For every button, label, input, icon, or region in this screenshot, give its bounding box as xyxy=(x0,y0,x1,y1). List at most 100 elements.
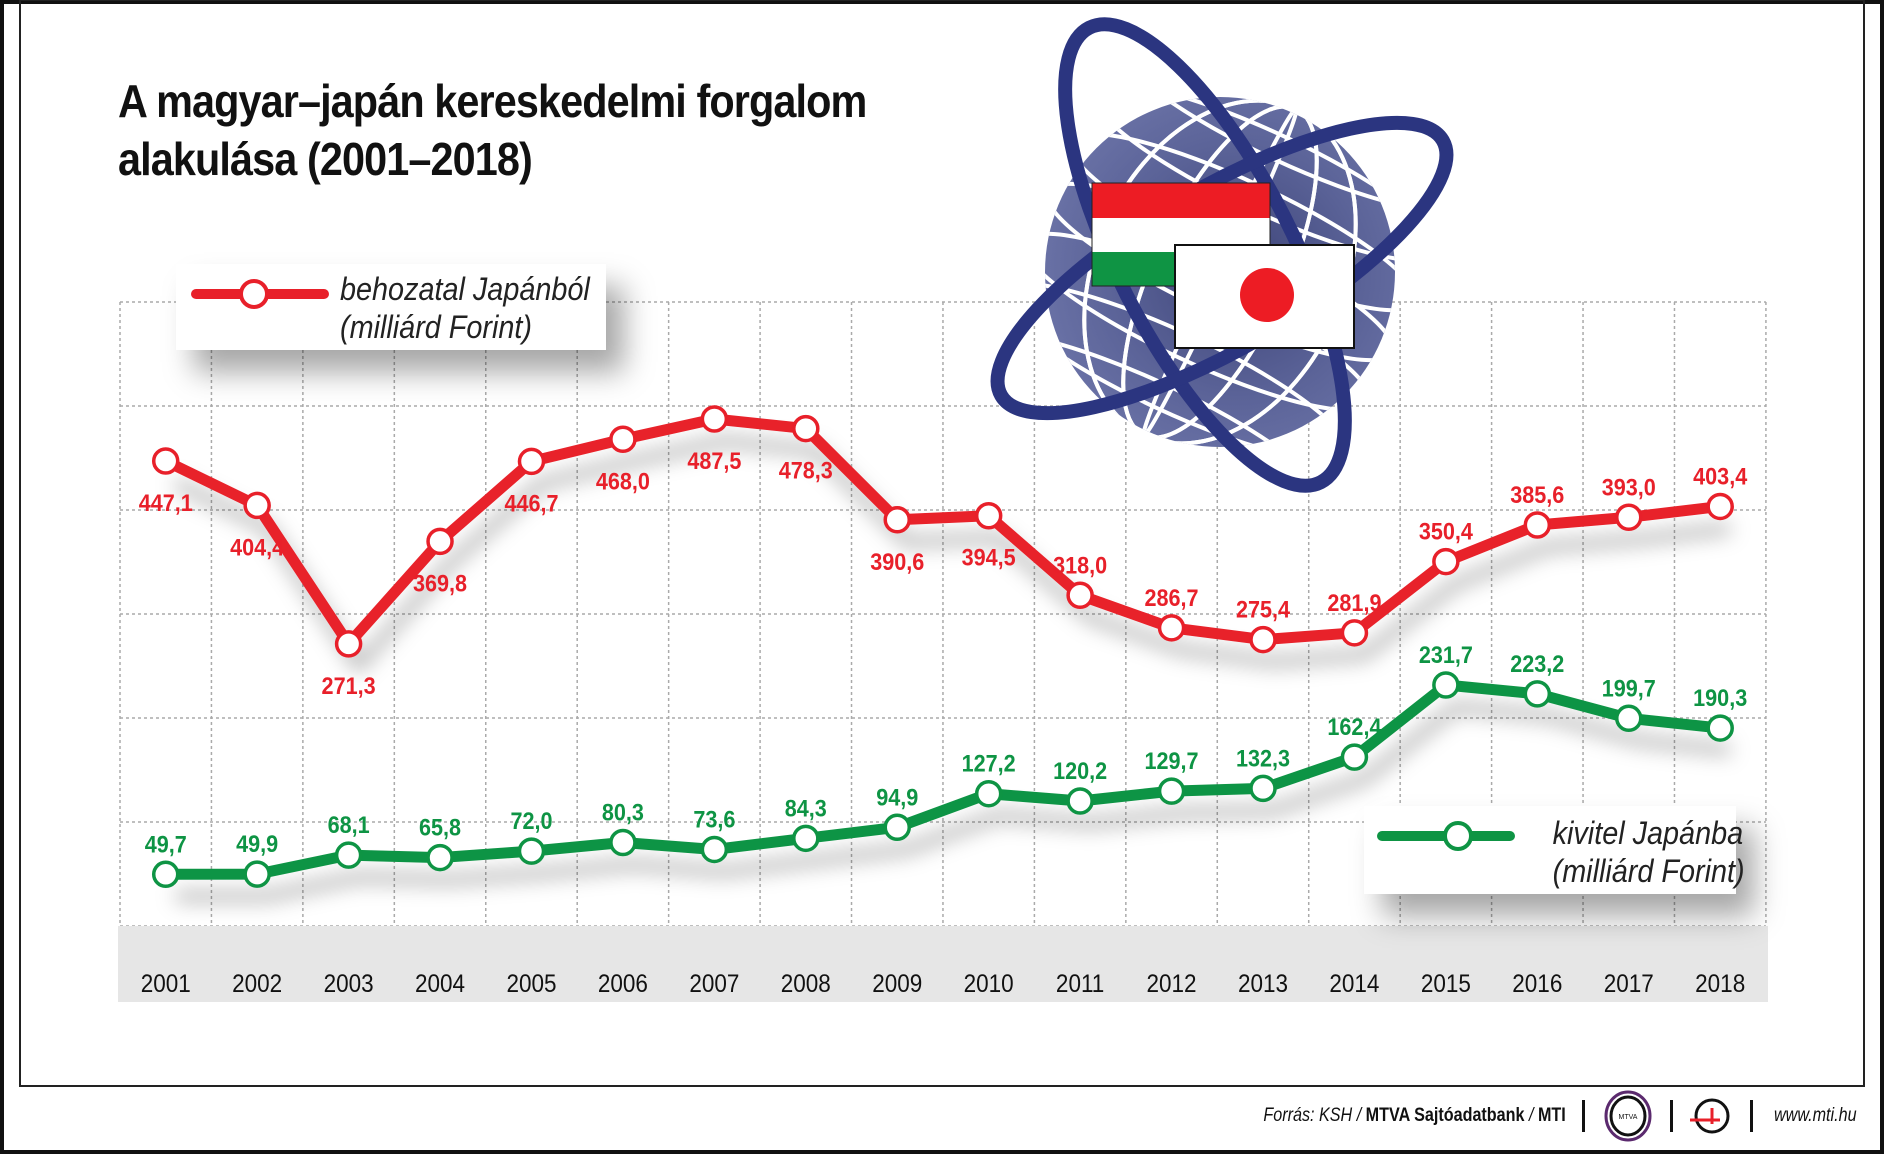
data-point xyxy=(792,824,820,853)
data-label: 281,9 xyxy=(1327,589,1381,616)
series-line xyxy=(165,679,1721,880)
data-point xyxy=(151,860,180,889)
data-label: 275,4 xyxy=(1236,596,1290,623)
data-label: 390,6 xyxy=(870,548,924,575)
data-point xyxy=(334,841,363,869)
source-bold: MTVA Sajtóadatbank xyxy=(1365,1105,1525,1126)
data-point xyxy=(974,779,1003,808)
data-point xyxy=(517,447,546,476)
year-band xyxy=(118,926,1768,1002)
data-point xyxy=(1157,777,1186,805)
data-label: 73,6 xyxy=(693,805,735,832)
legend-import-label: behozatal Japánból (milliárd Forint) xyxy=(340,270,590,346)
data-point xyxy=(1432,547,1460,576)
data-label: 199,7 xyxy=(1602,674,1656,701)
inner-frame xyxy=(19,0,1865,1087)
data-point xyxy=(334,630,363,658)
orbit-ring xyxy=(1058,17,1352,493)
data-label: 72,0 xyxy=(510,807,552,834)
x-tick-label: 2002 xyxy=(232,970,282,998)
data-point xyxy=(883,506,911,534)
data-label: 120,2 xyxy=(1053,757,1107,784)
legend-import-marker-icon xyxy=(191,279,329,309)
data-label: 68,1 xyxy=(328,811,370,838)
website-link[interactable]: www.mti.hu xyxy=(1774,1105,1857,1126)
data-label: 49,9 xyxy=(236,830,278,857)
data-label: 162,4 xyxy=(1327,713,1381,740)
x-tick-label: 2006 xyxy=(598,970,648,998)
source-prefix: Forrás: KSH / xyxy=(1263,1105,1366,1126)
data-point xyxy=(243,491,271,520)
data-label: 369,8 xyxy=(413,569,467,596)
x-tick-label: 2018 xyxy=(1695,970,1745,998)
data-point xyxy=(1706,492,1734,521)
japanese-flag-icon xyxy=(1174,244,1355,349)
data-point xyxy=(1066,581,1094,610)
svg-text:MTVA: MTVA xyxy=(1619,1114,1638,1121)
x-tick-label: 2014 xyxy=(1329,970,1379,998)
data-point xyxy=(1157,614,1186,642)
footer-logos: MTVA xyxy=(1582,1090,1753,1142)
data-point xyxy=(609,425,637,454)
data-point xyxy=(1523,511,1552,539)
data-point xyxy=(1340,743,1369,771)
x-tick-label: 2013 xyxy=(1238,970,1288,998)
data-point xyxy=(517,837,546,865)
data-label: 271,3 xyxy=(322,672,376,699)
x-tick-label: 2010 xyxy=(964,970,1014,998)
data-label: 94,9 xyxy=(876,783,918,810)
x-tick-label: 2007 xyxy=(689,970,739,998)
data-point xyxy=(151,447,180,475)
x-tick-label: 2009 xyxy=(872,970,922,998)
data-point xyxy=(974,501,1003,530)
x-tick-label: 2001 xyxy=(141,970,191,998)
data-label: 318,0 xyxy=(1053,551,1107,578)
x-tick-label: 2003 xyxy=(324,970,374,998)
data-point xyxy=(1706,714,1734,742)
legend-export: kivitel Japánba (milliárd Forint) xyxy=(1364,806,1745,894)
mti-logo-icon xyxy=(1690,1098,1730,1134)
data-point xyxy=(1249,774,1277,803)
data-label: 350,4 xyxy=(1419,518,1473,545)
data-point xyxy=(1523,680,1552,708)
x-tick-label: 2017 xyxy=(1604,970,1654,998)
source-sep: / xyxy=(1524,1105,1539,1126)
x-tick-label: 2011 xyxy=(1056,970,1104,998)
chart-title: A magyar–japán kereskedelmi forgalom ala… xyxy=(118,72,867,188)
data-label: 127,2 xyxy=(962,750,1016,777)
data-label: 223,2 xyxy=(1510,650,1564,677)
data-label: 446,7 xyxy=(504,489,558,516)
data-point xyxy=(1432,671,1460,699)
x-tick-label: 2016 xyxy=(1512,970,1562,998)
data-label: 487,5 xyxy=(687,447,741,474)
data-point xyxy=(426,527,454,556)
data-point xyxy=(1249,625,1277,654)
data-label: 84,3 xyxy=(785,794,827,821)
data-label: 286,7 xyxy=(1145,584,1199,611)
data-point xyxy=(1066,787,1094,815)
globe-illustration xyxy=(990,17,1454,493)
x-tick-label: 2008 xyxy=(781,970,831,998)
x-tick-label: 2005 xyxy=(506,970,556,998)
data-label: 129,7 xyxy=(1145,747,1199,774)
data-point xyxy=(883,813,911,842)
data-label: 404,4 xyxy=(230,533,284,560)
series-export: 49,7 49,9 68,1 65,8 72,0 80,3 73,6 84,3 94,9 127,… xyxy=(145,641,1747,889)
series-import: 447,1 404,4 271,3 369,8 446,7 468,0 487,5 478,3… xyxy=(139,405,1748,699)
x-tick-label: 2012 xyxy=(1147,970,1197,998)
data-point xyxy=(700,405,729,433)
data-label: 393,0 xyxy=(1602,473,1656,500)
data-point xyxy=(1340,619,1369,647)
data-label: 468,0 xyxy=(596,467,650,494)
data-label: 447,1 xyxy=(139,489,193,516)
source-credit: Forrás: KSH / MTVA Sajtóadatbank / MTI xyxy=(1264,1105,1566,1127)
data-label: 403,4 xyxy=(1693,462,1747,489)
legend-export-label: kivitel Japánba (milliárd Forint) xyxy=(1553,814,1745,890)
data-label: 394,5 xyxy=(962,544,1016,571)
data-label: 231,7 xyxy=(1419,641,1473,668)
data-point xyxy=(792,414,820,443)
mtva-logo-icon: MTVA xyxy=(1604,1090,1652,1142)
data-label: 190,3 xyxy=(1693,684,1747,711)
title-line: A magyar–japán kereskedelmi forgalom xyxy=(118,75,867,127)
